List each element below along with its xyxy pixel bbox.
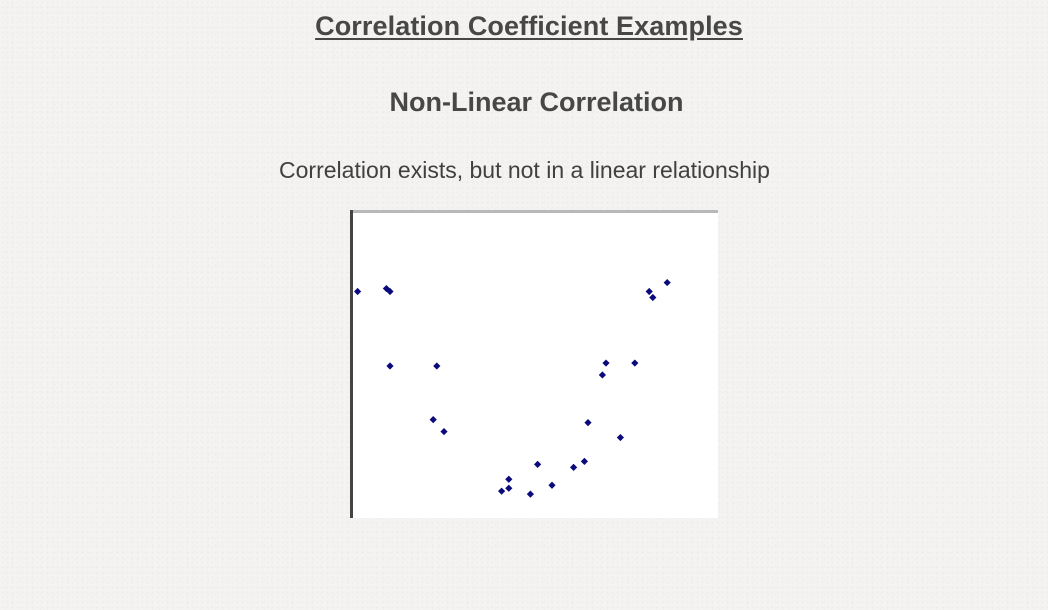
data-points bbox=[354, 278, 671, 498]
data-point-8 bbox=[498, 487, 506, 495]
data-point-11 bbox=[526, 490, 534, 498]
data-point-10 bbox=[505, 475, 513, 483]
section-heading: Non-Linear Correlation bbox=[389, 87, 684, 117]
data-point-16 bbox=[584, 419, 592, 427]
data-point-15 bbox=[580, 457, 588, 465]
data-point-12 bbox=[534, 460, 542, 468]
data-point-7 bbox=[440, 427, 448, 436]
data-point-1 bbox=[354, 287, 362, 296]
data-point-17 bbox=[598, 371, 606, 379]
data-point-18 bbox=[602, 359, 610, 367]
data-point-19 bbox=[616, 433, 624, 442]
data-point-22 bbox=[649, 293, 657, 302]
scatter-plot-svg bbox=[350, 210, 718, 518]
page-title: Correlation Coefficient Examples bbox=[315, 11, 743, 41]
scatter-chart bbox=[350, 210, 718, 518]
data-point-14 bbox=[570, 463, 578, 471]
chart-description: Correlation exists, but not in a linear … bbox=[279, 157, 770, 183]
data-point-4 bbox=[386, 362, 394, 370]
data-point-9 bbox=[505, 484, 513, 492]
data-point-6 bbox=[429, 416, 437, 424]
data-point-3 bbox=[386, 287, 394, 296]
data-point-5 bbox=[433, 362, 441, 370]
data-point-21 bbox=[645, 287, 653, 296]
data-point-20 bbox=[631, 359, 639, 367]
data-point-23 bbox=[663, 278, 671, 287]
data-point-13 bbox=[548, 481, 556, 489]
